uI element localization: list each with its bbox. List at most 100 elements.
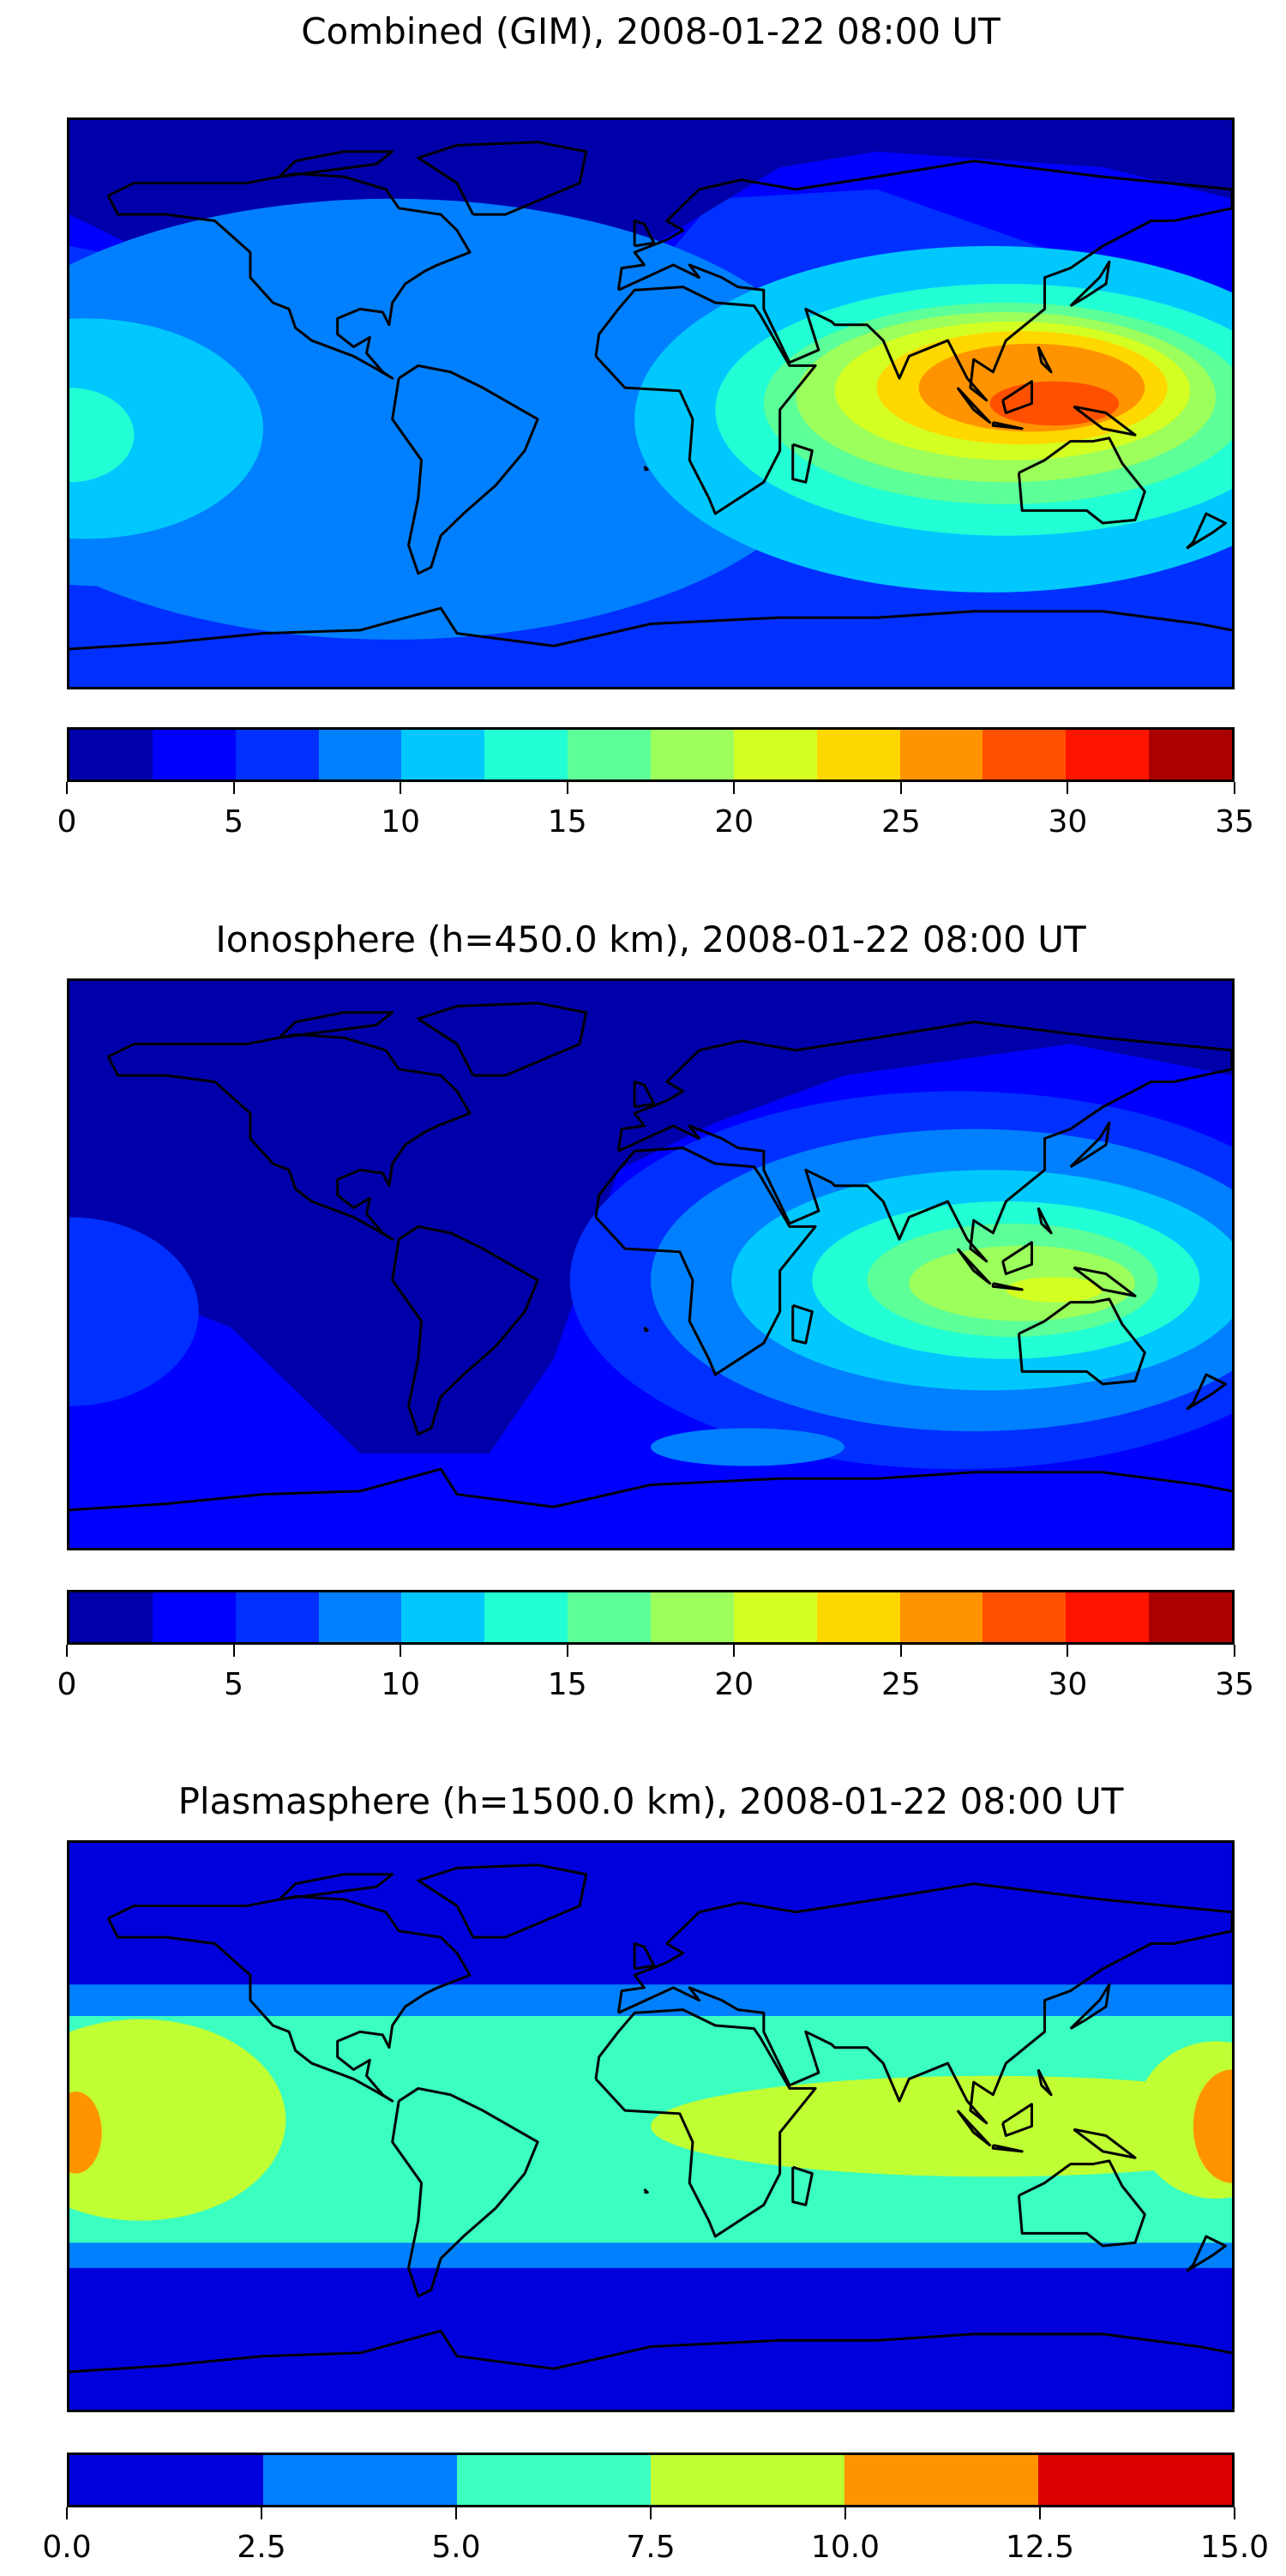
- contour-band: [69, 2091, 102, 2174]
- colorbar-segment: [457, 2455, 651, 2505]
- coastline: [108, 173, 470, 378]
- colorbar-segment: [235, 730, 319, 779]
- coastline: [279, 1875, 393, 1899]
- panel-title: Combined (GIM), 2008-01-22 08:00 UT: [301, 10, 1001, 52]
- colorbar-segment: [235, 1592, 319, 1642]
- coastline: [958, 1249, 990, 1283]
- contour-band: [69, 2019, 286, 2221]
- coastline: [958, 388, 990, 422]
- coastline: [1003, 382, 1032, 413]
- coastline: [1073, 1267, 1135, 1296]
- colorbar-tick-label: 5: [224, 1667, 244, 1702]
- colorbar-segment: [568, 1592, 652, 1642]
- colorbar-tick-label: 25: [880, 804, 921, 840]
- coastline: [1071, 1122, 1109, 1166]
- colorbar-segment: [983, 730, 1067, 779]
- coastline: [1019, 438, 1145, 523]
- colorbar-tick-label: 5.0: [431, 2530, 481, 2565]
- colorbar-tick-label: 2.5: [237, 2530, 286, 2565]
- coastline: [644, 466, 647, 470]
- coastline: [644, 2189, 647, 2193]
- coastline: [279, 1013, 393, 1038]
- panel-title: Plasmasphere (h=1500.0 km), 2008-01-22 0…: [177, 1780, 1124, 1822]
- colorbar-segment: [318, 730, 402, 779]
- colorbar-tick-label: 30: [1048, 1667, 1088, 1702]
- colorbar-plasmasphere: [67, 2453, 1235, 2507]
- colorbar-segment: [651, 2455, 844, 2505]
- contour-band: [651, 2075, 1232, 2177]
- colorbar-segment: [1066, 1592, 1150, 1642]
- colorbar-segment: [69, 1592, 153, 1642]
- colorbar-segment: [263, 2455, 457, 2505]
- coastline: [108, 1034, 470, 1239]
- coastline: [993, 2146, 1022, 2152]
- colorbar-segment: [568, 730, 652, 779]
- contour-band: [651, 1428, 844, 1466]
- coastline: [418, 1003, 586, 1075]
- colorbar-segment: [401, 1592, 485, 1642]
- coastline: [1073, 406, 1135, 435]
- colorbar-combined: [67, 727, 1235, 782]
- coastline: [596, 2010, 815, 2236]
- contour-band: [69, 981, 1232, 1454]
- coastline: [618, 1884, 1232, 2123]
- map-plasmasphere: [67, 1840, 1235, 2412]
- coastline: [108, 1896, 470, 2101]
- coastline: [1071, 1984, 1109, 2028]
- colorbar-tick-label: 30: [1048, 804, 1088, 840]
- contour-band: [69, 1217, 199, 1406]
- colorbar-ticks: 0.0 2.5 5.0 7.5 10.0 12.5 15.0: [42, 2507, 1269, 2576]
- coastline: [793, 444, 813, 482]
- coastline: [618, 1022, 1232, 1261]
- colorbar-tick-label: 0.0: [42, 2530, 92, 2565]
- contour-band: [989, 381, 1120, 426]
- colorbar-tick-label: 20: [714, 804, 754, 840]
- colorbar-tick-label: 10.0: [810, 2530, 880, 2565]
- coastline: [634, 221, 654, 246]
- coastline: [993, 423, 1022, 429]
- coastline: [69, 2331, 1232, 2372]
- colorbar-tick-label: 5: [224, 804, 244, 840]
- map-ionosphere: [67, 978, 1235, 1550]
- colorbar-segment: [318, 1592, 402, 1642]
- coastline: [69, 608, 1232, 649]
- contour-band: [69, 388, 135, 483]
- colorbar-tick-label: 15: [547, 804, 587, 840]
- colorbar-segment: [1149, 730, 1233, 779]
- colorbar-segment: [816, 1592, 900, 1642]
- colorbar-tick-label: 10: [381, 1667, 421, 1702]
- colorbar-segment: [651, 1592, 734, 1642]
- colorbar-ticks: 0 5 10 15 20 25 30 35: [57, 1645, 1254, 1713]
- colorbar-segment: [69, 730, 153, 779]
- colorbar-segment: [983, 1592, 1067, 1642]
- colorbar-segment: [1066, 730, 1150, 779]
- coastline: [596, 1148, 815, 1375]
- colorbar-tick-label: 25: [880, 1667, 921, 1702]
- colorbar-segment: [484, 1592, 568, 1642]
- coastline: [393, 365, 538, 573]
- colorbar-segment: [69, 2455, 263, 2505]
- coastline: [1071, 262, 1109, 305]
- coastline: [993, 1284, 1022, 1290]
- coastline: [393, 2088, 538, 2296]
- coastline: [1019, 1299, 1145, 1384]
- colorbar-tick-label: 35: [1215, 1667, 1254, 1702]
- colorbar-segment: [152, 1592, 236, 1642]
- colorbar-segment: [484, 730, 568, 779]
- coastline: [1187, 514, 1225, 548]
- colorbar-segment: [1038, 2455, 1232, 2505]
- panel-title: Ionosphere (h=450.0 km), 2008-01-22 08:0…: [215, 918, 1086, 960]
- contour-band: [1006, 1277, 1103, 1303]
- colorbar-ticks: 0 5 10 15 20 25 30 35: [57, 782, 1254, 851]
- coastline: [1073, 2129, 1135, 2158]
- coastline: [1038, 346, 1051, 371]
- coastline: [634, 1944, 654, 1969]
- colorbar-tick-label: 15: [547, 1667, 587, 1702]
- coastline: [793, 2167, 813, 2205]
- colorbar-segment: [899, 730, 983, 779]
- colorbar-segment: [651, 730, 734, 779]
- coastline: [634, 1082, 654, 1107]
- contour-band: [1193, 2069, 1232, 2183]
- coastline: [644, 1327, 647, 1331]
- colorbar-tick-label: 35: [1215, 804, 1254, 840]
